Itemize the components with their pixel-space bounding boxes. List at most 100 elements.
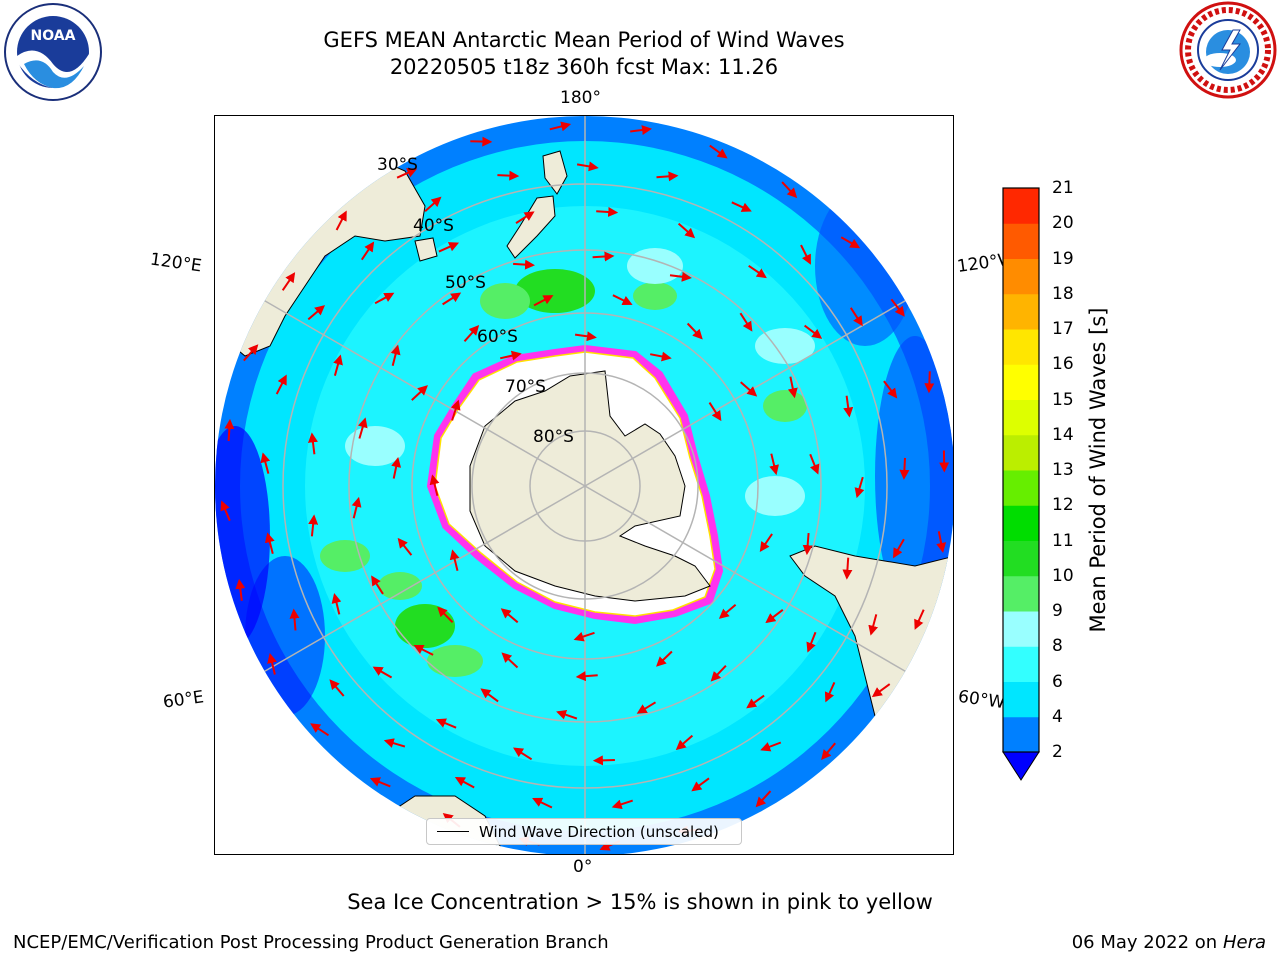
wind-wave-arrow bbox=[675, 734, 694, 751]
wind-wave-arrow bbox=[308, 514, 319, 537]
wind-wave-arrow bbox=[893, 538, 905, 559]
colorbar-tick-label: 6 bbox=[1052, 671, 1063, 692]
colorbar-tick-label: 2 bbox=[1052, 742, 1063, 762]
wind-wave-arrow bbox=[854, 476, 865, 499]
wind-wave-arrow bbox=[470, 136, 493, 147]
wind-wave-arrow bbox=[769, 453, 779, 476]
colorbar bbox=[1002, 187, 1040, 781]
wind-wave-arrow bbox=[787, 376, 798, 399]
colorbar-tick-label: 21 bbox=[1052, 178, 1074, 198]
colorbar-band bbox=[1003, 293, 1039, 330]
wind-wave-arrow bbox=[669, 271, 692, 282]
colorbar-band bbox=[1003, 364, 1039, 400]
wind-wave-arrow bbox=[748, 264, 767, 279]
wind-wave-arrow bbox=[576, 161, 599, 172]
wind-wave-arrow bbox=[899, 457, 910, 480]
wind-wave-arrow bbox=[435, 718, 457, 729]
wind-wave-arrow bbox=[592, 755, 615, 766]
wind-wave-arrow bbox=[235, 578, 246, 601]
wind-wave-arrow bbox=[501, 652, 519, 669]
colorbar-tick-label: 8 bbox=[1052, 636, 1063, 657]
lat-label-50s: 50°S bbox=[445, 273, 486, 293]
colorbar-band bbox=[1003, 716, 1039, 753]
wind-wave-arrow bbox=[691, 777, 710, 792]
lon-label-120e: 120°E bbox=[148, 249, 203, 277]
wind-wave-arrow bbox=[759, 533, 773, 553]
wind-wave-arrow bbox=[513, 259, 535, 270]
wind-wave-arrow bbox=[718, 603, 737, 619]
wind-wave-arrow bbox=[746, 694, 765, 709]
legend-line-swatch bbox=[437, 831, 469, 832]
wind-wave-arrow bbox=[809, 453, 820, 475]
wind-wave-arrow bbox=[351, 496, 362, 519]
wind-wave-arrow bbox=[515, 211, 535, 224]
wind-wave-arrow bbox=[781, 181, 798, 199]
colorbar-tick-label: 9 bbox=[1052, 601, 1063, 621]
colorbar-band bbox=[1003, 188, 1039, 224]
wind-wave-arrow bbox=[437, 606, 454, 623]
wind-wave-arrow bbox=[800, 244, 811, 265]
wind-wave-arrow bbox=[575, 671, 598, 682]
wind-wave-arrow bbox=[243, 344, 259, 362]
lat-label-60s: 60°S bbox=[477, 327, 518, 347]
wind-wave-arrow bbox=[281, 272, 296, 291]
sea-ice-note: Sea Ice Concentration > 15% is shown in … bbox=[347, 890, 933, 914]
wind-wave-arrow bbox=[264, 532, 275, 554]
colorbar-band bbox=[1003, 258, 1039, 295]
wind-wave-arrow bbox=[480, 688, 499, 703]
wind-wave-arrow bbox=[765, 609, 784, 624]
colorbar-tick-label: 4 bbox=[1052, 706, 1063, 727]
legend-label: Wind Wave Direction (unscaled) bbox=[479, 823, 719, 841]
colorbar-tick-label: 11 bbox=[1052, 530, 1074, 551]
wind-wave-arrow bbox=[413, 645, 434, 656]
wind-wave-arrow bbox=[802, 533, 813, 556]
colorbar-band bbox=[1003, 399, 1039, 436]
longitude-grid bbox=[215, 116, 953, 854]
wind-wave-arrow bbox=[883, 380, 898, 399]
colorbar-tick-label: 18 bbox=[1052, 283, 1074, 304]
wind-wave-arrow bbox=[556, 709, 578, 720]
wind-wave-arrow bbox=[429, 474, 440, 496]
colorbar-tick-label: 10 bbox=[1052, 565, 1074, 586]
wind-wave-arrow bbox=[307, 432, 318, 455]
low-period-patch bbox=[245, 556, 325, 716]
wind-wave-arrows bbox=[220, 121, 950, 851]
wind-wave-arrow bbox=[708, 402, 722, 422]
wind-wave-arrow bbox=[390, 344, 401, 367]
wind-wave-arrow bbox=[890, 298, 905, 317]
colorbar-tick-label: 19 bbox=[1052, 248, 1074, 269]
wind-wave-arrow bbox=[533, 295, 554, 307]
lon-label-0: 0° bbox=[573, 857, 593, 877]
footer-date: 06 May 2022 on bbox=[1071, 932, 1218, 953]
wind-wave-arrow bbox=[612, 294, 633, 305]
wind-wave-arrow bbox=[396, 168, 418, 179]
wind-wave-arrow bbox=[360, 241, 375, 261]
polar-map: 30°S 40°S 50°S 60°S 70°S 80°S bbox=[214, 115, 954, 855]
wind-wave-arrow bbox=[372, 666, 393, 679]
wind-wave-arrow bbox=[333, 354, 343, 376]
wind-wave-arrow bbox=[592, 251, 615, 262]
wind-wave-arrow bbox=[391, 457, 402, 479]
wind-wave-arrow bbox=[824, 681, 836, 703]
wind-wave-arrow bbox=[636, 701, 657, 714]
noaa-logo-text: NOAA bbox=[31, 28, 76, 44]
noaa-logo-icon: NOAA bbox=[4, 3, 102, 101]
wind-wave-arrow bbox=[449, 549, 460, 571]
wind-wave-arrow bbox=[656, 171, 679, 182]
wind-wave-arrow bbox=[924, 371, 935, 394]
colorbar-band bbox=[1003, 646, 1039, 682]
wind-wave-arrow bbox=[335, 210, 347, 231]
wind-wave-arrow bbox=[357, 417, 368, 439]
colorbar-tick-label: 15 bbox=[1052, 389, 1074, 410]
wind-wave-arrow bbox=[454, 777, 475, 789]
low-period-patch bbox=[875, 336, 953, 616]
wind-wave-arrow bbox=[574, 331, 597, 342]
wind-wave-arrow bbox=[740, 381, 758, 397]
wind-wave-arrow bbox=[411, 385, 428, 401]
colorbar-band bbox=[1003, 505, 1039, 541]
colorbar-tick-label: 17 bbox=[1052, 319, 1074, 339]
tasmania-landmass bbox=[414, 237, 438, 262]
wind-wave-arrow bbox=[463, 325, 480, 342]
wind-wave-arrow bbox=[499, 350, 522, 361]
map-title: GEFS MEAN Antarctic Mean Period of Wind … bbox=[323, 28, 845, 52]
